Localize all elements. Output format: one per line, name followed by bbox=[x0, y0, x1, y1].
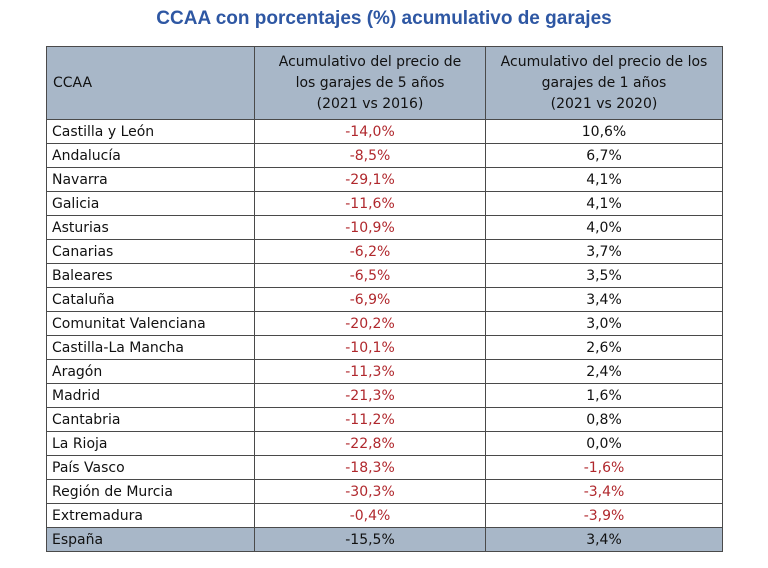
header-5-years-line: los garajes de 5 años bbox=[295, 74, 445, 91]
five-year-cell: -10,1% bbox=[254, 335, 486, 360]
table-row: Navarra -29,1% 4,1% bbox=[46, 167, 723, 192]
table-row: Andalucía -8,5% 6,7% bbox=[46, 143, 723, 168]
table-row: La Rioja -22,8% 0,0% bbox=[46, 431, 723, 456]
ccaa-cell: Aragón bbox=[46, 359, 255, 384]
chart-title: CCAA con porcentajes (%) acumulativo de … bbox=[156, 8, 612, 29]
five-year-cell: -6,9% bbox=[254, 287, 486, 312]
one-year-cell: 3,4% bbox=[485, 527, 723, 552]
table-row: Comunitat Valenciana -20,2% 3,0% bbox=[46, 311, 723, 336]
header-row: CCAA Acumulativo del precio de los garaj… bbox=[46, 46, 723, 120]
header-1-year-line: (2021 vs 2020) bbox=[550, 95, 658, 112]
one-year-cell: 3,0% bbox=[485, 311, 723, 336]
header-5-years: Acumulativo del precio de los garajes de… bbox=[254, 46, 486, 120]
table-row: Madrid -21,3% 1,6% bbox=[46, 383, 723, 408]
five-year-cell: -11,2% bbox=[254, 407, 486, 432]
five-year-cell: -15,5% bbox=[254, 527, 486, 552]
header-5-years-line: Acumulativo del precio de bbox=[278, 53, 462, 70]
table-body: Castilla y León -14,0% 10,6% Andalucía -8,5%… bbox=[46, 119, 723, 552]
table-row: Asturias -10,9% 4,0% bbox=[46, 215, 723, 240]
ccaa-cell: Baleares bbox=[46, 263, 255, 288]
ccaa-cell: Cataluña bbox=[46, 287, 255, 312]
total-row: España -15,5% 3,4% bbox=[46, 527, 723, 552]
one-year-cell: 2,6% bbox=[485, 335, 723, 360]
five-year-cell: -11,6% bbox=[254, 191, 486, 216]
one-year-cell: 0,0% bbox=[485, 431, 723, 456]
ccaa-cell: Asturias bbox=[46, 215, 255, 240]
one-year-cell: 2,4% bbox=[485, 359, 723, 384]
one-year-cell: 4,1% bbox=[485, 167, 723, 192]
table-row: Galicia -11,6% 4,1% bbox=[46, 191, 723, 216]
one-year-cell: 3,4% bbox=[485, 287, 723, 312]
ccaa-cell: Cantabria bbox=[46, 407, 255, 432]
five-year-cell: -0,4% bbox=[254, 503, 486, 528]
five-year-cell: -14,0% bbox=[254, 119, 486, 144]
header-1-year-line: garajes de 1 años bbox=[541, 74, 667, 91]
ccaa-cell: Extremadura bbox=[46, 503, 255, 528]
table-row: País Vasco -18,3% -1,6% bbox=[46, 455, 723, 480]
ccaa-cell: Navarra bbox=[46, 167, 255, 192]
table-row: Baleares -6,5% 3,5% bbox=[46, 263, 723, 288]
five-year-cell: -18,3% bbox=[254, 455, 486, 480]
header-1-year: Acumulativo del precio de los garajes de… bbox=[485, 46, 723, 120]
one-year-cell: 4,1% bbox=[485, 191, 723, 216]
one-year-cell: 3,7% bbox=[485, 239, 723, 264]
ccaa-cell: Castilla y León bbox=[46, 119, 255, 144]
five-year-cell: -22,8% bbox=[254, 431, 486, 456]
one-year-cell: 6,7% bbox=[485, 143, 723, 168]
header-5-years-line: (2021 vs 2016) bbox=[316, 95, 424, 112]
one-year-cell: 0,8% bbox=[485, 407, 723, 432]
table-row: Cantabria -11,2% 0,8% bbox=[46, 407, 723, 432]
one-year-cell: 1,6% bbox=[485, 383, 723, 408]
table-row: Castilla-La Mancha -10,1% 2,6% bbox=[46, 335, 723, 360]
table-row: Canarias -6,2% 3,7% bbox=[46, 239, 723, 264]
table-row: Castilla y León -14,0% 10,6% bbox=[46, 119, 723, 144]
table-row: Región de Murcia -30,3% -3,4% bbox=[46, 479, 723, 504]
ccaa-cell: La Rioja bbox=[46, 431, 255, 456]
one-year-cell: -1,6% bbox=[485, 455, 723, 480]
five-year-cell: -29,1% bbox=[254, 167, 486, 192]
ccaa-cell: Comunitat Valenciana bbox=[46, 311, 255, 336]
table-row: Extremadura -0,4% -3,9% bbox=[46, 503, 723, 528]
one-year-cell: 4,0% bbox=[485, 215, 723, 240]
five-year-cell: -8,5% bbox=[254, 143, 486, 168]
five-year-cell: -6,2% bbox=[254, 239, 486, 264]
one-year-cell: 3,5% bbox=[485, 263, 723, 288]
header-1-year-line: Acumulativo del precio de los bbox=[500, 53, 708, 70]
ccaa-cell: España bbox=[46, 527, 255, 552]
five-year-cell: -20,2% bbox=[254, 311, 486, 336]
ccaa-cell: Región de Murcia bbox=[46, 479, 255, 504]
header-ccaa: CCAA bbox=[46, 46, 255, 120]
ccaa-cell: Galicia bbox=[46, 191, 255, 216]
five-year-cell: -30,3% bbox=[254, 479, 486, 504]
garajes-table: CCAA Acumulativo del precio de los garaj… bbox=[46, 46, 723, 552]
table-row: Aragón -11,3% 2,4% bbox=[46, 359, 723, 384]
ccaa-cell: Castilla-La Mancha bbox=[46, 335, 255, 360]
one-year-cell: 10,6% bbox=[485, 119, 723, 144]
ccaa-cell: Canarias bbox=[46, 239, 255, 264]
five-year-cell: -21,3% bbox=[254, 383, 486, 408]
five-year-cell: -6,5% bbox=[254, 263, 486, 288]
one-year-cell: -3,9% bbox=[485, 503, 723, 528]
ccaa-cell: Madrid bbox=[46, 383, 255, 408]
five-year-cell: -10,9% bbox=[254, 215, 486, 240]
five-year-cell: -11,3% bbox=[254, 359, 486, 384]
table-row: Cataluña -6,9% 3,4% bbox=[46, 287, 723, 312]
one-year-cell: -3,4% bbox=[485, 479, 723, 504]
ccaa-cell: País Vasco bbox=[46, 455, 255, 480]
ccaa-cell: Andalucía bbox=[46, 143, 255, 168]
